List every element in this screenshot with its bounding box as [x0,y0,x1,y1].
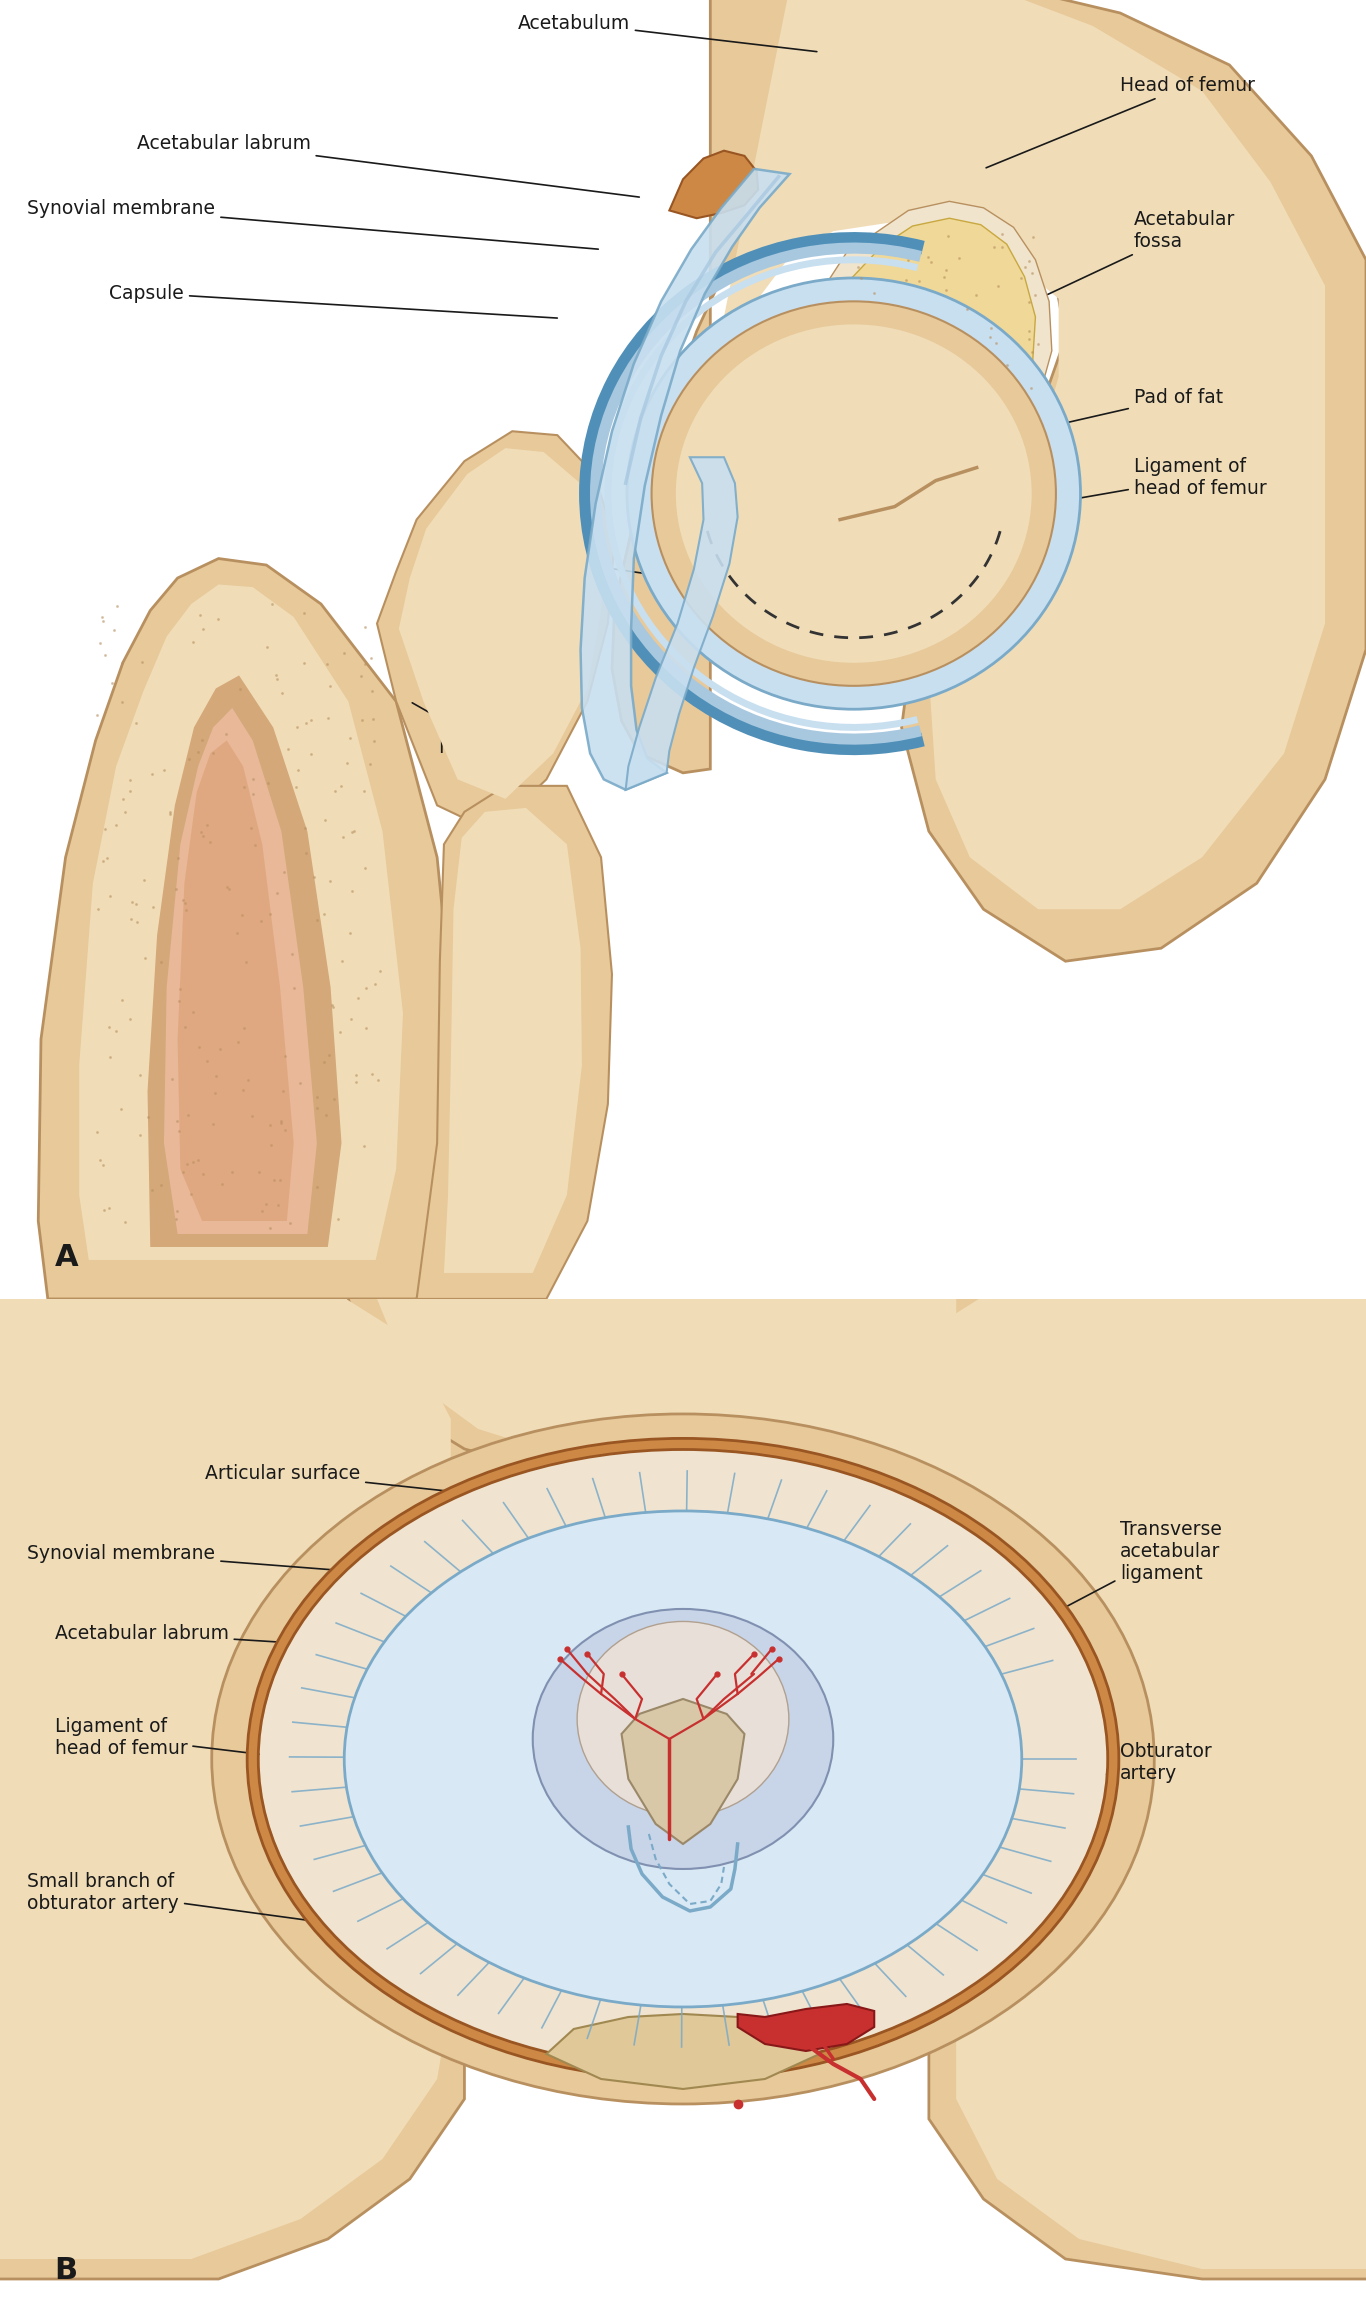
Text: Articular surface: Articular surface [205,1464,612,1508]
Text: Pad of fat: Pad of fat [986,389,1223,441]
Circle shape [344,1510,1022,2007]
Polygon shape [669,152,758,218]
Text: Capsule: Capsule [109,283,557,317]
Text: Synovial membrane: Synovial membrane [27,200,598,248]
Polygon shape [694,0,1325,908]
Polygon shape [0,1278,492,2278]
Polygon shape [626,458,738,791]
Polygon shape [847,1278,1366,2269]
Polygon shape [581,168,790,791]
Text: Ligament of
head of femur: Ligament of head of femur [55,1717,544,1789]
Ellipse shape [533,1609,833,1869]
Text: Physis
(growth plate): Physis (growth plate) [452,536,735,586]
Text: Synovial membrane: Synovial membrane [27,1545,448,1579]
Circle shape [260,1448,1106,2069]
Polygon shape [377,432,615,832]
Text: Metaphysis: Metaphysis [413,703,545,756]
Polygon shape [417,786,612,1299]
Circle shape [652,301,1056,685]
Ellipse shape [576,1621,790,1816]
Polygon shape [148,676,342,1246]
Circle shape [212,1414,1154,2104]
Text: Acetabular labrum: Acetabular labrum [55,1623,387,1648]
Text: Synovial sheath: Synovial sheath [499,2012,680,2048]
Text: Transverse
acetabular
ligament: Transverse acetabular ligament [932,1520,1223,1678]
Polygon shape [38,559,458,1299]
Text: Ligament of
head of femur: Ligament of head of femur [959,458,1266,520]
Text: Acetabular
fossa: Acetabular fossa [1014,209,1235,310]
Circle shape [676,324,1031,662]
Polygon shape [164,708,317,1235]
Polygon shape [831,218,1035,448]
Text: A: A [55,1244,78,1271]
Text: Acetabulum: Acetabulum [518,14,817,51]
Polygon shape [820,1278,1366,2278]
Polygon shape [444,807,582,1274]
Polygon shape [546,2014,820,2090]
Text: Obturator
artery: Obturator artery [932,1743,1212,1809]
Polygon shape [369,1278,956,1469]
Polygon shape [79,584,403,1260]
Text: Acetabular labrum: Acetabular labrum [137,133,639,198]
Text: Small branch of
obturator artery: Small branch of obturator artery [27,1871,516,1950]
Polygon shape [622,1699,744,1844]
Polygon shape [399,448,604,798]
Polygon shape [0,1278,451,2260]
Text: B: B [55,2255,78,2285]
Polygon shape [738,2005,874,2051]
Polygon shape [809,202,1052,483]
Polygon shape [178,740,294,1221]
Polygon shape [342,1278,984,1490]
Circle shape [627,278,1081,708]
Polygon shape [612,0,1366,961]
Text: Head of femur: Head of femur [986,76,1255,168]
